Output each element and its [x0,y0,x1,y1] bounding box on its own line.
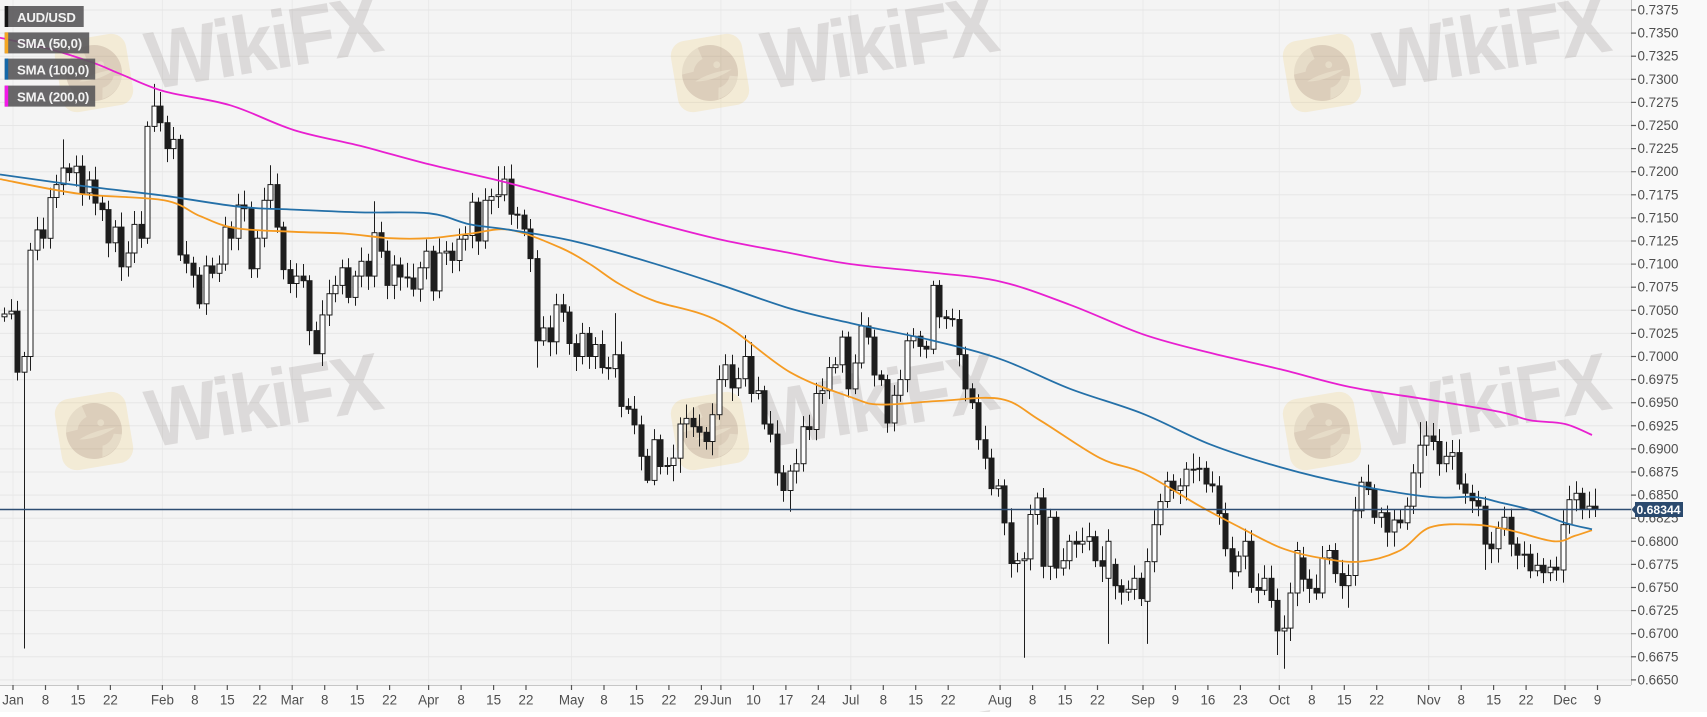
svg-text:8: 8 [42,693,49,708]
svg-text:22: 22 [1369,693,1384,708]
svg-text:Sep: Sep [1131,693,1155,708]
svg-text:Mar: Mar [281,693,305,708]
svg-text:Dec: Dec [1553,693,1577,708]
svg-text:0.6875: 0.6875 [1638,465,1679,480]
svg-text:16: 16 [1200,693,1215,708]
svg-text:0.7000: 0.7000 [1638,349,1679,364]
svg-text:0.6750: 0.6750 [1638,580,1679,595]
svg-text:SMA (100,0): SMA (100,0) [17,62,89,77]
svg-text:22: 22 [661,693,676,708]
svg-text:8: 8 [321,693,328,708]
svg-text:9: 9 [1594,693,1601,708]
svg-text:0.7275: 0.7275 [1638,95,1679,110]
svg-text:22: 22 [382,693,397,708]
svg-text:24: 24 [811,693,826,708]
svg-text:22: 22 [1519,693,1534,708]
svg-text:0.7225: 0.7225 [1638,141,1679,156]
svg-text:AUD/USD: AUD/USD [17,10,76,25]
svg-text:8: 8 [1457,693,1464,708]
svg-text:0.7150: 0.7150 [1638,210,1679,225]
svg-text:May: May [559,693,585,708]
svg-text:0.6800: 0.6800 [1638,534,1679,549]
svg-text:22: 22 [941,693,956,708]
svg-text:8: 8 [191,693,198,708]
svg-text:0.7125: 0.7125 [1638,234,1679,249]
svg-text:0.6900: 0.6900 [1638,441,1679,456]
svg-text:0.7050: 0.7050 [1638,303,1679,318]
svg-text:22: 22 [1090,693,1105,708]
svg-text:8: 8 [1029,693,1036,708]
svg-text:0.7375: 0.7375 [1638,3,1679,18]
svg-text:0.7100: 0.7100 [1638,257,1679,272]
svg-text:Feb: Feb [151,693,174,708]
svg-text:15: 15 [629,693,644,708]
svg-text:0.6925: 0.6925 [1638,418,1679,433]
svg-text:0.7200: 0.7200 [1638,164,1679,179]
svg-text:Oct: Oct [1269,693,1290,708]
svg-text:Apr: Apr [418,693,439,708]
svg-text:SMA (200,0): SMA (200,0) [17,89,89,104]
svg-text:15: 15 [220,693,235,708]
svg-text:22: 22 [252,693,267,708]
svg-text:0.6950: 0.6950 [1638,395,1679,410]
svg-text:0.6700: 0.6700 [1638,626,1679,641]
svg-text:0.7250: 0.7250 [1638,118,1679,133]
svg-text:22: 22 [519,693,534,708]
svg-text:0.7025: 0.7025 [1638,326,1679,341]
svg-text:0.6725: 0.6725 [1638,603,1679,618]
svg-text:0.7075: 0.7075 [1638,280,1679,295]
svg-text:0.6850: 0.6850 [1638,488,1679,503]
svg-text:23: 23 [1233,693,1248,708]
svg-text:9: 9 [1172,693,1179,708]
svg-text:8: 8 [600,693,607,708]
svg-text:0.7300: 0.7300 [1638,72,1679,87]
svg-text:22: 22 [103,693,118,708]
svg-text:Jan: Jan [2,693,24,708]
svg-text:10: 10 [746,693,761,708]
svg-text:0.7325: 0.7325 [1638,49,1679,64]
svg-text:8: 8 [457,693,464,708]
svg-text:Jul: Jul [842,693,859,708]
svg-text:15: 15 [71,693,86,708]
svg-text:8: 8 [880,693,887,708]
svg-text:15: 15 [908,693,923,708]
svg-text:15: 15 [1486,693,1501,708]
svg-text:0.6675: 0.6675 [1638,649,1679,664]
svg-text:Nov: Nov [1417,693,1441,708]
svg-text:17: 17 [778,693,793,708]
svg-text:0.68344: 0.68344 [1636,503,1680,517]
svg-text:8: 8 [1308,693,1315,708]
svg-text:0.6775: 0.6775 [1638,557,1679,572]
svg-text:0.6975: 0.6975 [1638,372,1679,387]
svg-text:15: 15 [1337,693,1352,708]
svg-text:15: 15 [350,693,365,708]
svg-text:Jun: Jun [710,693,732,708]
svg-text:15: 15 [1058,693,1073,708]
svg-text:Aug: Aug [988,693,1012,708]
svg-text:15: 15 [486,693,501,708]
svg-text:SMA (50,0): SMA (50,0) [17,36,82,51]
svg-text:29: 29 [694,693,709,708]
svg-text:0.7175: 0.7175 [1638,187,1679,202]
svg-text:0.7350: 0.7350 [1638,26,1679,41]
svg-text:0.6650: 0.6650 [1638,672,1679,687]
